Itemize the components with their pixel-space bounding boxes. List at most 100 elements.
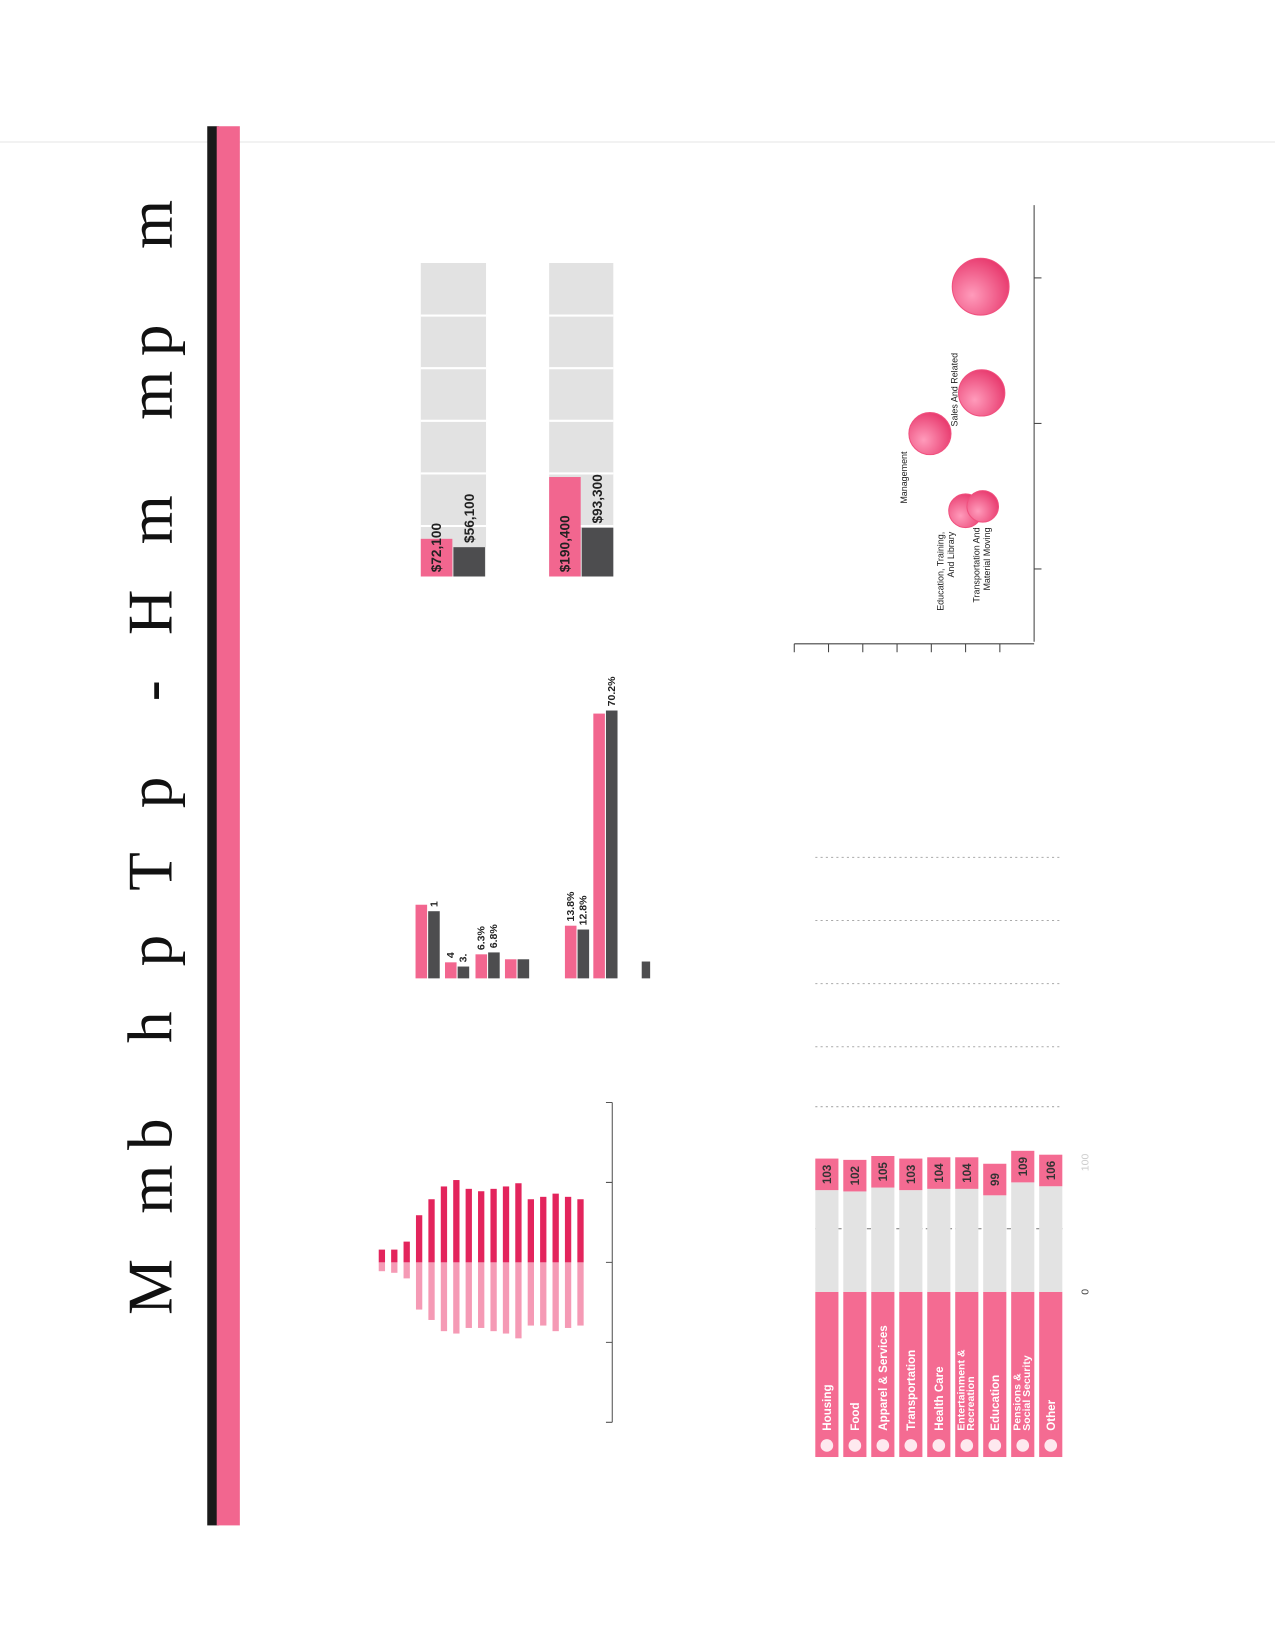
bar bbox=[549, 477, 581, 577]
bar bbox=[453, 1262, 460, 1334]
bar bbox=[488, 952, 500, 979]
track bbox=[1039, 1186, 1063, 1292]
bubble-label-line: Management bbox=[899, 451, 909, 504]
bar bbox=[403, 1241, 410, 1263]
bar bbox=[378, 1249, 386, 1263]
icon bbox=[988, 1439, 1002, 1452]
bar bbox=[465, 1188, 472, 1263]
track bbox=[843, 1191, 867, 1292]
bar bbox=[927, 1157, 951, 1189]
value-label: 103 bbox=[906, 1164, 918, 1184]
value-label: 70.2% bbox=[606, 676, 618, 706]
bar bbox=[453, 547, 485, 577]
category-label-line: Health Care bbox=[934, 1366, 946, 1431]
dotted-guide bbox=[815, 856, 1063, 1108]
bar bbox=[415, 904, 428, 979]
category-label-line: Apparel & Services bbox=[878, 1325, 890, 1430]
category-label-line: Social Security bbox=[1021, 1355, 1033, 1431]
bar bbox=[465, 1262, 472, 1328]
axis bbox=[605, 1101, 613, 1423]
category-label: Pensions &Social Security bbox=[1012, 1355, 1033, 1431]
track bbox=[927, 1188, 951, 1292]
bubble bbox=[958, 369, 1006, 417]
value-label: 109 bbox=[1018, 1157, 1030, 1176]
icon bbox=[932, 1439, 946, 1452]
value-label: 6.8% bbox=[488, 924, 500, 949]
category-box bbox=[1039, 1291, 1063, 1458]
bar bbox=[378, 1262, 386, 1272]
icon bbox=[848, 1439, 862, 1452]
x-tick-label: 0 bbox=[1079, 1289, 1091, 1295]
value-label: $72,100 bbox=[429, 523, 444, 573]
value-label: 99 bbox=[990, 1173, 1002, 1186]
category-label-line: Pensions & bbox=[1012, 1373, 1024, 1431]
bar bbox=[478, 1262, 485, 1328]
bubble-label-line: Education, Training, bbox=[935, 532, 945, 611]
value-label: 3. bbox=[458, 953, 470, 962]
value-label: $56,100 bbox=[462, 493, 477, 543]
category-box bbox=[955, 1291, 979, 1458]
bubble bbox=[951, 257, 1010, 316]
category-box bbox=[843, 1291, 867, 1458]
bar bbox=[577, 1199, 584, 1263]
legend-swatch bbox=[641, 961, 651, 979]
bar bbox=[552, 1262, 559, 1332]
bar bbox=[415, 1215, 423, 1263]
icon bbox=[960, 1439, 974, 1452]
bubble-label-line: Material Moving bbox=[982, 527, 992, 590]
bar bbox=[1039, 1154, 1063, 1187]
value-label: 13.8% bbox=[565, 891, 577, 921]
track bbox=[955, 1188, 979, 1292]
category-label-line: Entertainment & bbox=[956, 1349, 968, 1431]
bar bbox=[899, 1158, 923, 1191]
bar bbox=[490, 1188, 497, 1263]
bar bbox=[564, 1262, 572, 1328]
bar bbox=[983, 1163, 1007, 1196]
icon bbox=[1016, 1439, 1030, 1452]
bar bbox=[428, 911, 440, 979]
bar bbox=[527, 1199, 534, 1263]
track bbox=[899, 1190, 923, 1292]
track bbox=[871, 1187, 895, 1292]
bar bbox=[593, 713, 605, 979]
bar bbox=[540, 1196, 547, 1263]
track bbox=[1011, 1182, 1035, 1292]
category-label: Housing bbox=[822, 1384, 834, 1430]
value-label: 105 bbox=[878, 1162, 890, 1182]
bubble-label: Management bbox=[899, 451, 909, 504]
bar bbox=[564, 1196, 572, 1263]
bubble bbox=[908, 412, 952, 456]
category-box bbox=[927, 1291, 951, 1458]
bar bbox=[502, 1262, 510, 1334]
bar bbox=[815, 1158, 839, 1191]
bar bbox=[843, 1159, 867, 1192]
bar bbox=[871, 1155, 895, 1188]
bar bbox=[444, 962, 457, 979]
bar bbox=[415, 1262, 423, 1310]
category-label-line: Housing bbox=[822, 1384, 834, 1430]
black-stripe bbox=[207, 126, 219, 1526]
icon bbox=[1044, 1439, 1058, 1452]
category-label: Health Care bbox=[934, 1366, 946, 1431]
bar bbox=[564, 925, 577, 979]
bar bbox=[502, 1186, 510, 1263]
column-divider bbox=[420, 314, 614, 528]
value-label: 104 bbox=[934, 1163, 946, 1183]
track bbox=[815, 1190, 839, 1292]
bar bbox=[515, 1262, 522, 1339]
bubble bbox=[966, 490, 1000, 523]
bar bbox=[403, 1262, 410, 1279]
bubble-label-line: And Library bbox=[946, 531, 956, 577]
bar bbox=[478, 1191, 485, 1263]
bar bbox=[540, 1262, 547, 1326]
bar bbox=[490, 1262, 497, 1332]
x-tick-label: 100 bbox=[1079, 1154, 1091, 1172]
value-label: 103 bbox=[822, 1164, 834, 1184]
icon bbox=[820, 1439, 834, 1452]
track bbox=[983, 1195, 1007, 1292]
bar bbox=[577, 1262, 584, 1326]
bar bbox=[515, 1183, 522, 1263]
bar bbox=[1011, 1150, 1035, 1183]
